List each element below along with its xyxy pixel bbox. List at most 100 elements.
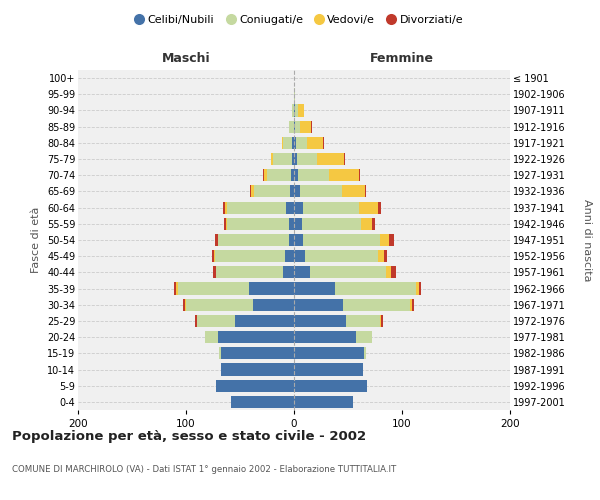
Bar	[248, 282, 294, 294]
Bar	[289, 218, 294, 230]
Bar	[286, 250, 294, 262]
Bar	[372, 218, 375, 230]
Bar	[335, 282, 416, 294]
Bar	[194, 315, 197, 327]
Bar	[383, 250, 387, 262]
Bar	[264, 169, 267, 181]
Bar	[389, 234, 394, 246]
Text: COMUNE DI MARCHIROLO (VA) - Dati ISTAT 1° gennaio 2002 - Elaborazione TUTTITALIA: COMUNE DI MARCHIROLO (VA) - Dati ISTAT 1…	[12, 465, 396, 474]
Bar	[283, 137, 292, 149]
Bar	[329, 169, 359, 181]
Bar	[254, 186, 290, 198]
Bar	[289, 120, 294, 132]
Bar	[307, 137, 323, 149]
Bar	[176, 282, 178, 294]
Bar	[197, 315, 235, 327]
Bar	[294, 331, 356, 343]
Bar	[294, 186, 301, 198]
Bar	[292, 153, 294, 165]
Bar	[302, 202, 359, 213]
Bar	[232, 396, 294, 408]
Bar	[267, 169, 291, 181]
Bar	[286, 202, 294, 213]
Bar	[289, 234, 294, 246]
Bar	[346, 315, 380, 327]
Bar	[215, 250, 286, 262]
Bar	[341, 186, 365, 198]
Bar	[235, 315, 294, 327]
Bar	[361, 218, 372, 230]
Bar	[365, 186, 367, 198]
Bar	[294, 380, 367, 392]
Y-axis label: Fasce di età: Fasce di età	[31, 207, 41, 273]
Bar	[185, 298, 186, 311]
Bar	[250, 186, 251, 198]
Text: Popolazione per età, sesso e stato civile - 2002: Popolazione per età, sesso e stato civil…	[12, 430, 366, 443]
Bar	[227, 202, 286, 213]
Bar	[292, 104, 294, 117]
Bar	[294, 88, 295, 101]
Bar	[221, 364, 294, 376]
Bar	[294, 218, 302, 230]
Bar	[416, 282, 419, 294]
Bar	[294, 298, 343, 311]
Bar	[253, 298, 294, 311]
Bar	[297, 153, 317, 165]
Bar	[292, 137, 294, 149]
Bar	[419, 282, 421, 294]
Bar	[294, 266, 310, 278]
Text: Maschi: Maschi	[161, 52, 211, 65]
Bar	[294, 348, 364, 360]
Bar	[213, 266, 216, 278]
Bar	[223, 202, 225, 213]
Bar	[218, 331, 294, 343]
Bar	[298, 104, 304, 117]
Bar	[296, 137, 307, 149]
Bar	[216, 266, 283, 278]
Bar	[183, 298, 185, 311]
Bar	[344, 153, 345, 165]
Bar	[226, 218, 227, 230]
Bar	[291, 169, 294, 181]
Bar	[410, 298, 412, 311]
Bar	[216, 380, 294, 392]
Bar	[294, 137, 296, 149]
Bar	[310, 266, 386, 278]
Bar	[274, 153, 292, 165]
Bar	[174, 282, 176, 294]
Bar	[391, 266, 395, 278]
Y-axis label: Anni di nascita: Anni di nascita	[583, 198, 592, 281]
Bar	[271, 153, 274, 165]
Bar	[294, 169, 298, 181]
Bar	[294, 202, 302, 213]
Bar	[294, 315, 346, 327]
Bar	[298, 169, 329, 181]
Bar	[214, 250, 215, 262]
Bar	[380, 315, 382, 327]
Bar	[323, 137, 324, 149]
Bar	[305, 250, 378, 262]
Bar	[221, 348, 294, 360]
Bar	[343, 298, 410, 311]
Bar	[294, 282, 335, 294]
Bar	[294, 250, 305, 262]
Bar	[218, 234, 289, 246]
Bar	[294, 104, 295, 117]
Bar	[224, 218, 226, 230]
Bar	[378, 202, 382, 213]
Bar	[380, 234, 389, 246]
Bar	[302, 234, 380, 246]
Bar	[282, 137, 283, 149]
Bar	[295, 120, 301, 132]
Bar	[186, 298, 253, 311]
Bar	[263, 169, 264, 181]
Bar	[215, 234, 218, 246]
Bar	[294, 364, 363, 376]
Bar	[251, 186, 254, 198]
Bar	[227, 218, 289, 230]
Bar	[382, 315, 383, 327]
Bar	[290, 186, 294, 198]
Bar	[356, 331, 372, 343]
Bar	[378, 250, 383, 262]
Bar	[294, 120, 295, 132]
